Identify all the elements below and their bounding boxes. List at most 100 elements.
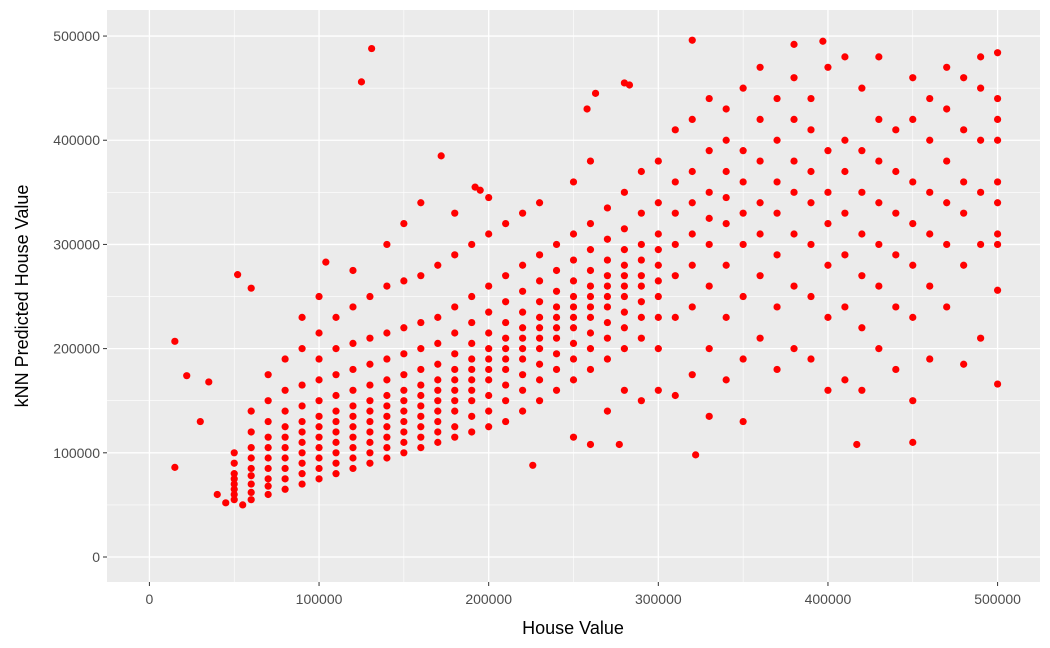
data-point — [926, 188, 934, 196]
data-point — [926, 355, 934, 363]
x-tick-label: 100000 — [296, 591, 343, 607]
data-point — [586, 292, 595, 301]
data-point — [281, 464, 289, 473]
data-point — [586, 219, 595, 228]
data-point — [400, 371, 408, 379]
data-point — [773, 94, 781, 103]
data-point — [909, 219, 917, 228]
data-point — [281, 475, 289, 483]
data-point — [773, 136, 781, 144]
data-point — [315, 376, 323, 384]
data-point — [603, 292, 612, 301]
x-tick-label: 400000 — [805, 591, 852, 607]
data-point — [281, 423, 289, 431]
data-point — [790, 74, 798, 82]
data-point — [230, 475, 238, 483]
data-point — [620, 188, 628, 196]
data-point — [535, 199, 544, 207]
data-point — [535, 376, 544, 384]
data-point — [535, 277, 544, 285]
data-point — [943, 303, 951, 311]
data-point — [722, 167, 730, 176]
data-point — [858, 84, 866, 92]
data-point — [535, 334, 544, 342]
data-point — [400, 350, 408, 358]
data-point — [722, 105, 730, 113]
data-point — [688, 371, 696, 379]
data-point — [853, 440, 861, 449]
data-point — [349, 464, 357, 473]
data-point — [315, 355, 323, 363]
data-point — [620, 282, 628, 290]
data-point — [366, 381, 374, 389]
data-point — [471, 183, 479, 191]
data-point — [552, 365, 561, 374]
data-point — [502, 355, 510, 363]
data-point — [569, 433, 578, 441]
data-point — [315, 454, 323, 462]
data-point — [603, 282, 612, 290]
data-point — [625, 81, 634, 89]
data-point — [502, 334, 510, 342]
data-point — [247, 472, 255, 480]
data-point — [552, 334, 561, 342]
data-point — [824, 386, 832, 394]
data-point — [620, 292, 628, 301]
data-point — [298, 438, 306, 446]
data-point — [519, 355, 527, 363]
data-point — [468, 397, 476, 405]
data-point — [756, 63, 764, 71]
data-point — [247, 443, 255, 452]
data-point — [620, 386, 628, 394]
data-point — [819, 37, 827, 45]
data-point — [671, 313, 679, 321]
data-point — [569, 376, 578, 384]
data-point — [468, 428, 476, 436]
data-point — [569, 277, 578, 285]
data-point — [569, 303, 578, 311]
data-point — [502, 381, 510, 389]
data-point — [366, 428, 374, 436]
data-point — [383, 329, 391, 337]
data-point — [315, 292, 323, 301]
data-point — [688, 230, 696, 238]
data-point — [451, 251, 459, 259]
data-point — [688, 303, 696, 311]
data-point — [366, 438, 374, 446]
data-point — [213, 490, 221, 499]
data-point — [298, 449, 306, 457]
data-point — [535, 313, 544, 321]
data-point — [451, 433, 459, 441]
data-point — [417, 412, 425, 420]
data-point — [434, 417, 442, 426]
data-point — [807, 199, 815, 207]
data-point — [366, 397, 374, 405]
data-point — [722, 313, 730, 321]
data-point — [349, 423, 357, 431]
data-point — [332, 459, 340, 467]
x-axis-ticks: 0 100000 200000 300000 400000 500000 — [146, 582, 1021, 607]
data-point — [756, 230, 764, 238]
data-point — [993, 240, 1002, 249]
data-point — [841, 136, 849, 144]
data-point — [688, 167, 696, 176]
data-point — [909, 397, 917, 405]
data-point — [807, 240, 815, 249]
data-point — [264, 433, 272, 441]
data-point — [603, 407, 612, 415]
data-point — [368, 44, 376, 53]
data-point — [535, 324, 544, 332]
data-point — [943, 157, 951, 165]
data-point — [383, 355, 391, 363]
data-point — [298, 381, 306, 389]
data-point — [332, 391, 340, 400]
data-point — [977, 334, 985, 342]
data-point — [247, 428, 255, 436]
data-point — [943, 199, 951, 207]
data-point — [535, 360, 544, 368]
data-point — [569, 324, 578, 332]
data-point — [773, 178, 781, 186]
data-point — [569, 292, 578, 301]
data-point — [264, 454, 272, 462]
gridlines — [107, 10, 1040, 582]
